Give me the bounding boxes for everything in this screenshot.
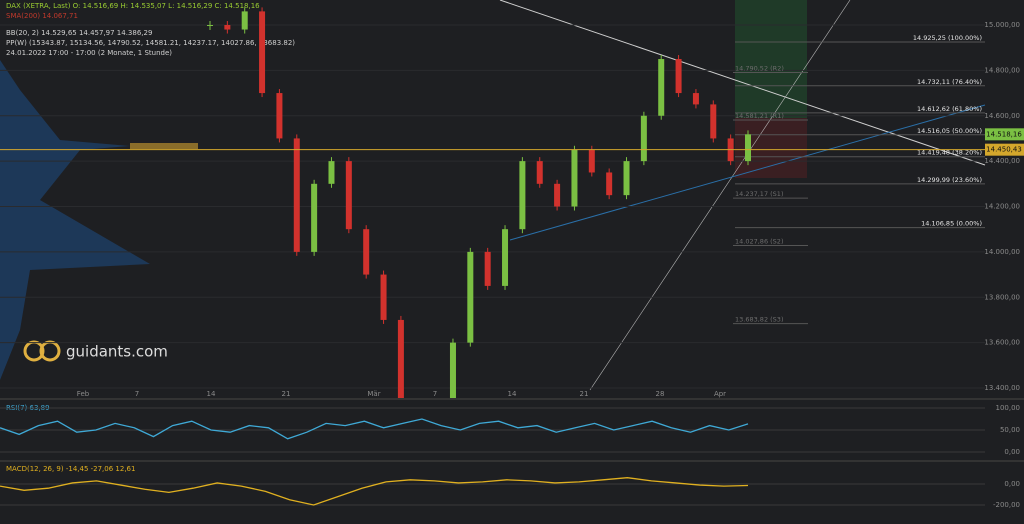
- candle: [345, 161, 352, 230]
- macd-label: MACD(12, 26, 9) -14,45 -27,06 12,61: [6, 465, 135, 473]
- price-tick-label: 15.000,00: [984, 21, 1020, 29]
- volume-poc: [130, 143, 198, 149]
- header-sma: SMA(200) 14.067,71: [6, 12, 78, 20]
- candle: [692, 93, 699, 105]
- rsi-tick-label: 100,00: [996, 404, 1021, 412]
- header-instrument: DAX (XETRA, Last) O: 14.516,69 H: 14.535…: [6, 2, 260, 10]
- trendline: [509, 104, 986, 241]
- logo-icon: [39, 340, 61, 362]
- separator: [0, 398, 1024, 400]
- fib-label: 14.612,62 (61.80%): [917, 105, 982, 113]
- date-label: Feb: [77, 390, 90, 398]
- fib-label: 14.299,99 (23.60%): [917, 176, 982, 184]
- rsi-tick-label: 50,00: [1000, 426, 1020, 434]
- candle: [293, 138, 300, 252]
- price-tick-label: 14.600,00: [984, 112, 1020, 120]
- fib-label: 14.732,11 (76.40%): [917, 78, 982, 86]
- pivot-label: 14.581,21 (R1): [735, 112, 784, 120]
- candle: [675, 59, 682, 94]
- candle: [640, 115, 647, 162]
- candle: [259, 11, 266, 94]
- candle: [588, 149, 595, 173]
- candle: [710, 104, 717, 139]
- candle: [658, 59, 665, 116]
- pivot-label: 14.790,52 (R2): [735, 65, 784, 73]
- candle: [207, 25, 213, 26]
- logo: guidants.com: [66, 343, 168, 361]
- candle: [311, 183, 318, 252]
- candle: [554, 183, 561, 207]
- date-label: Mär: [367, 390, 380, 398]
- ref-box: [985, 143, 1024, 156]
- date-label: 7: [433, 390, 437, 398]
- fib-label: 14.925,25 (100.00%): [913, 34, 982, 42]
- date-label: 14: [207, 390, 216, 398]
- candle: [745, 134, 751, 162]
- pivot-label: 14.237,17 (S1): [735, 190, 783, 198]
- price-tick-label: 14.000,00: [984, 248, 1020, 256]
- date-label: 7: [135, 390, 139, 398]
- rsi-line: [0, 418, 749, 440]
- price-tick-label: 14.400,00: [984, 157, 1020, 165]
- macd-tick-label: -200,00: [993, 501, 1020, 509]
- ref-price: 14.450,43: [986, 146, 1022, 154]
- trendline: [589, 0, 851, 391]
- candle: [328, 161, 335, 184]
- volume-profile: [0, 60, 150, 380]
- date-label: 21: [282, 390, 291, 398]
- price-tick-label: 13.400,00: [984, 384, 1020, 392]
- candle: [433, 433, 439, 478]
- macd-line: [0, 477, 749, 506]
- pivot-label: 13.683,82 (S3): [735, 316, 783, 324]
- pivot-label: 14.027,86 (S2): [735, 238, 783, 246]
- last-box: [985, 128, 1024, 141]
- candle: [571, 149, 578, 207]
- price-tick-label: 14.200,00: [984, 203, 1020, 211]
- price-tick-label: 13.600,00: [984, 339, 1020, 347]
- date-label: 14: [508, 390, 517, 398]
- candles: [207, 7, 751, 478]
- candle: [502, 229, 509, 286]
- logo-icon: [23, 340, 45, 362]
- macd-tick-label: 0,00: [1004, 480, 1020, 488]
- candle: [276, 93, 283, 139]
- header-range: 24.01.2022 17:00 - 17:00 (2 Monate, 1 St…: [6, 49, 172, 57]
- candle: [224, 25, 231, 30]
- candle: [449, 342, 456, 398]
- candle: [519, 161, 526, 230]
- date-label: 21: [580, 390, 589, 398]
- fib-label: 14.516,05 (50.00%): [917, 127, 982, 135]
- candle: [415, 433, 421, 478]
- fib-label: 14.419,48 (38.20%): [917, 149, 982, 157]
- candle: [606, 172, 613, 196]
- candle: [484, 251, 491, 286]
- date-label: Apr: [714, 390, 726, 398]
- candle: [241, 11, 248, 30]
- candle: [623, 161, 630, 196]
- fib-label: 14.106,85 (0.00%): [921, 220, 982, 228]
- price-tick-label: 13.800,00: [984, 293, 1020, 301]
- header-pp: PP(W) (15343.87, 15134.56, 14790.52, 145…: [6, 39, 295, 47]
- trendline: [499, 0, 986, 166]
- candle: [397, 319, 404, 398]
- candle: [467, 251, 474, 343]
- candle: [380, 274, 387, 320]
- date-label: 28: [656, 390, 665, 398]
- last-price: 14.518,16: [986, 130, 1022, 138]
- rsi-tick-label: 0,00: [1004, 448, 1020, 456]
- long-zone: [735, 0, 807, 118]
- price-tick-label: 14.800,00: [984, 66, 1020, 74]
- candle: [363, 229, 370, 275]
- separator: [0, 460, 1024, 462]
- candle: [536, 161, 543, 184]
- header-bb: BB(20, 2) 14.529,65 14.457,97 14.386,29: [6, 29, 152, 37]
